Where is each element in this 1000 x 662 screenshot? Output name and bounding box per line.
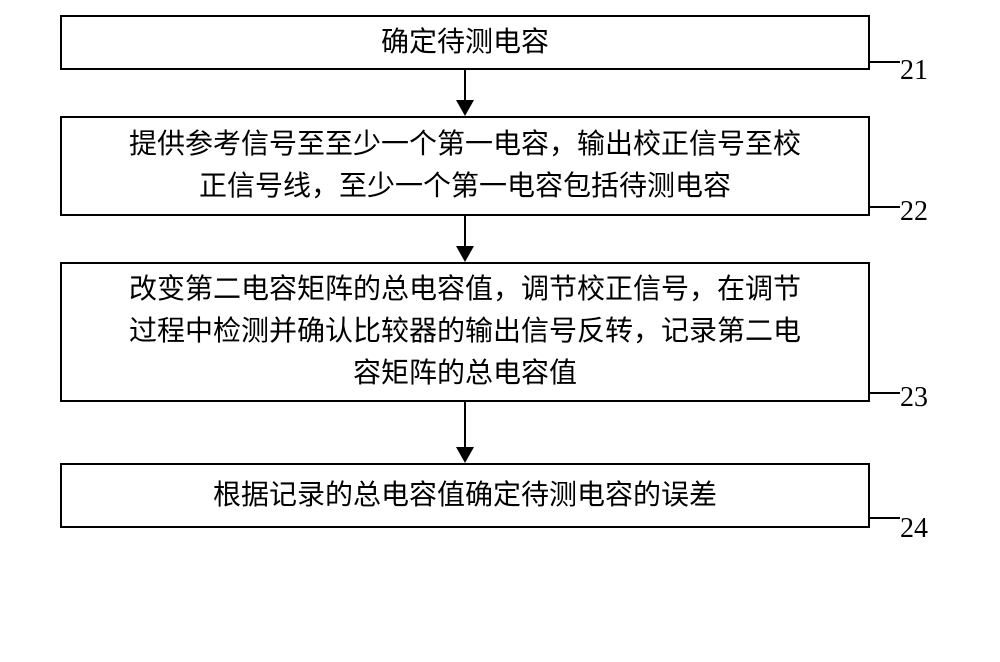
step-number-2: 22 — [900, 196, 928, 228]
step-text-1: 确定待测电容 — [361, 14, 569, 72]
arrow-head-3 — [456, 447, 474, 463]
step-number-4: 24 — [900, 513, 928, 545]
step-box-3: 改变第二电容矩阵的总电容值，调节校正信号，在调节 过程中检测并确认比较器的输出信… — [60, 262, 870, 402]
connector-line-1 — [868, 61, 900, 63]
arrow-3 — [60, 402, 870, 463]
step-box-2: 提供参考信号至至少一个第一电容，输出校正信号至校 正信号线，至少一个第一电容包括… — [60, 116, 870, 216]
step-2-line-2: 正信号线，至少一个第一电容包括待测电容 — [199, 171, 731, 202]
step-box-4: 根据记录的总电容值确定待测电容的误差 24 — [60, 463, 870, 528]
step-3-line-3: 容矩阵的总电容值 — [353, 358, 577, 389]
connector-line-3 — [868, 392, 900, 394]
step-box-1: 确定待测电容 21 — [60, 15, 870, 70]
arrow-2 — [60, 216, 870, 262]
arrow-line-3 — [464, 402, 466, 447]
arrow-line-2 — [464, 216, 466, 246]
arrow-line-1 — [464, 70, 466, 100]
step-text-3: 改变第二电容矩阵的总电容值，调节校正信号，在调节 过程中检测并确认比较器的输出信… — [109, 259, 821, 405]
step-3-line-1: 改变第二电容矩阵的总电容值，调节校正信号，在调节 — [129, 274, 801, 305]
flowchart-container: 确定待测电容 21 提供参考信号至至少一个第一电容，输出校正信号至校 正信号线，… — [60, 15, 940, 528]
step-3-line-2: 过程中检测并确认比较器的输出信号反转，记录第二电 — [129, 316, 801, 347]
step-2-line-1: 提供参考信号至至少一个第一电容，输出校正信号至校 — [129, 129, 801, 160]
step-text-2: 提供参考信号至至少一个第一电容，输出校正信号至校 正信号线，至少一个第一电容包括… — [109, 114, 821, 218]
step-text-4: 根据记录的总电容值确定待测电容的误差 — [193, 467, 737, 525]
connector-line-2 — [868, 206, 900, 208]
step-number-3: 23 — [900, 382, 928, 414]
step-number-1: 21 — [900, 55, 928, 87]
connector-line-4 — [868, 517, 900, 519]
arrow-1 — [60, 70, 870, 116]
